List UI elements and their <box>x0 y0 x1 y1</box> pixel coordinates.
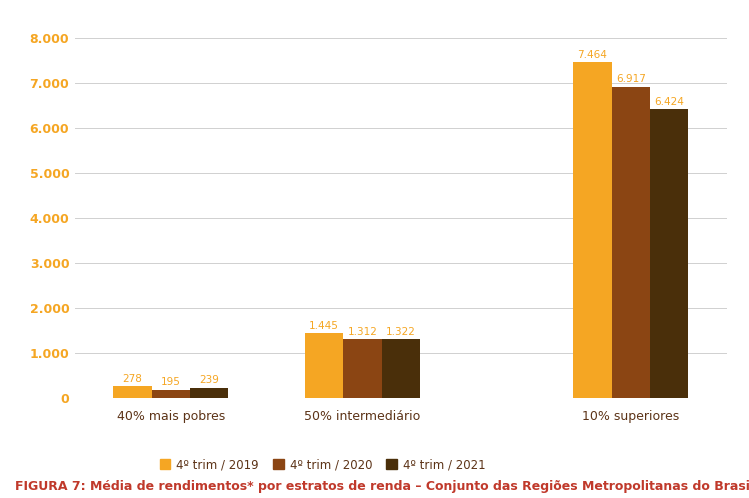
Text: 1.312: 1.312 <box>348 327 377 337</box>
Text: 6.424: 6.424 <box>654 97 684 107</box>
Text: 239: 239 <box>199 375 219 385</box>
Legend: 4º trim / 2019, 4º trim / 2020, 4º trim / 2021: 4º trim / 2019, 4º trim / 2020, 4º trim … <box>155 454 490 476</box>
Bar <box>343 339 381 398</box>
Bar <box>381 339 420 398</box>
Text: 195: 195 <box>161 377 181 387</box>
Text: 6.917: 6.917 <box>616 75 646 85</box>
Bar <box>611 87 650 398</box>
Bar <box>573 62 611 398</box>
Text: 7.464: 7.464 <box>577 50 607 60</box>
Text: 278: 278 <box>122 374 142 383</box>
Text: FIGURA 7: Média de rendimentos* por estratos de renda – Conjunto das Regiões Met: FIGURA 7: Média de rendimentos* por estr… <box>15 480 749 493</box>
Bar <box>151 389 190 398</box>
Bar <box>190 387 228 398</box>
Bar <box>305 333 343 398</box>
Text: 1.445: 1.445 <box>309 321 339 331</box>
Bar <box>650 109 688 398</box>
Text: 1.322: 1.322 <box>386 327 416 337</box>
Bar <box>113 386 151 398</box>
